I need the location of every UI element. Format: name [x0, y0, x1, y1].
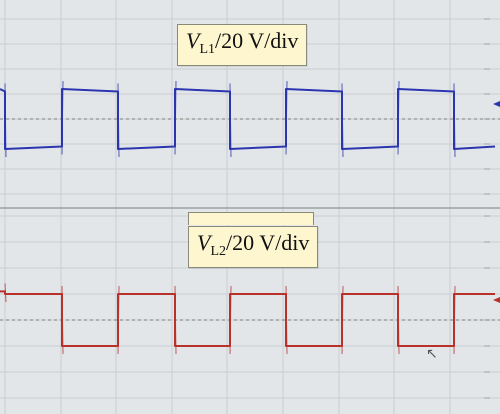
trace-1-edge-ringing-10	[229, 83, 232, 158]
trace-2-label-symbol: V	[197, 230, 211, 255]
trace-1-edge-ringing-2	[4, 83, 7, 158]
trace-1-label-scale: /20 V/div	[215, 28, 299, 53]
trace-1-edge-ringing-14	[341, 83, 344, 158]
trace-2-edge-ringing-16	[397, 285, 400, 355]
trace-1-label-symbol: V	[186, 28, 200, 53]
trace-1-edge-ringing-4	[61, 80, 64, 155]
trace-2-edge-ringing-4	[61, 285, 64, 355]
trace-1-edge-ringing-18	[453, 83, 456, 158]
trace-2-waveform	[0, 290, 495, 347]
label-tab	[188, 212, 314, 225]
mouse-cursor-icon: ↖	[426, 346, 438, 362]
trace-2-label-scale: /20 V/div	[226, 230, 310, 255]
trace-2-edge-ringing-18	[453, 285, 456, 355]
trace-2-label-subscript: L2	[210, 244, 227, 259]
trace-1-edge-ringing-16	[397, 80, 400, 155]
trace-2-edge-ringing-12	[285, 285, 288, 355]
trace-2-edge-ringing-14	[341, 285, 344, 355]
trace-1-edge-ringing-12	[285, 80, 288, 155]
trace-2-edge-ringing-8	[174, 285, 177, 355]
trace-1-label-subscript: L1	[199, 42, 216, 57]
channel-2-marker-icon	[493, 297, 500, 303]
trace-2-edge-ringing-2	[4, 283, 7, 303]
trigger-marker-icon	[493, 101, 500, 107]
trace-1-edge-ringing-8	[174, 80, 177, 155]
trace-2-edge-ringing-10	[229, 285, 232, 355]
trace-1-label: VL1/20 V/div	[177, 24, 308, 66]
trace-1-edge-ringing-6	[117, 83, 120, 158]
trace-2-label: VL2/20 V/div	[188, 226, 319, 268]
trace-2-edge-ringing-6	[117, 285, 120, 355]
